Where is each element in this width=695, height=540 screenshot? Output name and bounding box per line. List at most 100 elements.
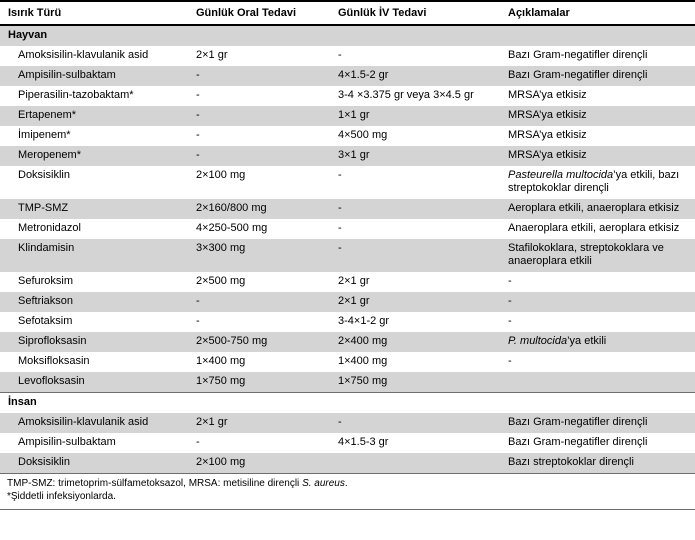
note-cell: - — [500, 292, 695, 312]
drug-name-cell: Ampisilin-sulbaktam — [0, 66, 188, 86]
iv-dose-cell: 2×1 gr — [330, 292, 500, 312]
drug-name-cell: Seftriakson — [0, 292, 188, 312]
oral-dose-cell: - — [196, 315, 200, 327]
note-italic-text: P. multocida — [508, 335, 568, 347]
note-text: - — [508, 315, 512, 327]
iv-dose-cell — [330, 453, 500, 474]
drug-name-cell: Doksisiklin — [18, 169, 70, 181]
drug-name-cell: Siprofloksasin — [0, 332, 188, 352]
oral-dose-cell: 1×400 mg — [196, 355, 246, 367]
table-row: Doksisiklin 2×100 mg Bazı streptokoklar di… — [0, 453, 695, 474]
iv-dose-cell: 2×1 gr — [338, 275, 370, 287]
oral-dose-cell: 2×1 gr — [188, 413, 330, 433]
oral-dose-cell: - — [196, 129, 200, 141]
oral-dose-cell: - — [188, 292, 330, 312]
note-italic-text: Pasteurella multocida — [508, 169, 614, 181]
note-cell: Bazı Gram-negatifler dirençli — [500, 413, 695, 433]
note-italic-text: S. aureus — [302, 478, 345, 489]
note-cell: Bazı Gram-negatifler dirençli — [500, 46, 695, 66]
oral-dose-cell: - — [188, 106, 330, 126]
antibiotic-treatment-table: Isırık Türü Günlük Oral Tedavi Günlük İV… — [0, 0, 695, 474]
note-text: Anaeroplara etkili, aeroplara etkisiz — [508, 222, 680, 234]
note-text: Bazı Gram-negatifler dirençli — [508, 436, 648, 448]
note-cell: - — [500, 352, 695, 372]
oral-dose-cell: 1×750 mg — [188, 372, 330, 393]
table-row: Metronidazol 4×250-500 mg - Anaeroplara etk… — [0, 219, 695, 239]
table-row: Klindamisin 3×300 mg - Stafilokoklara, stre… — [0, 239, 695, 272]
note-cell: - — [500, 272, 695, 292]
note-cell: Bazı streptokoklar dirençli — [500, 453, 695, 474]
column-header-bite-type: Isırık Türü — [0, 1, 188, 26]
note-cell: Bazı Gram-negatifler dirençli — [500, 433, 695, 453]
note-text: TMP-SMZ: trimetoprim-sülfametoksazol, MR… — [7, 478, 303, 489]
drug-name-cell: Klindamisin — [0, 239, 188, 272]
table-header: Isırık Türü Günlük Oral Tedavi Günlük İV… — [0, 1, 695, 26]
table-row: Levofloksasin 1×750 mg 1×750 mg — [0, 372, 695, 393]
iv-dose-cell: - — [338, 49, 342, 61]
iv-dose-cell: 1×400 mg — [338, 355, 388, 367]
note-cell: MRSA’ya etkisiz — [500, 126, 695, 146]
column-header-oral-treatment: Günlük Oral Tedavi — [188, 1, 330, 26]
drug-name-cell: Sefotaksim — [18, 315, 73, 327]
section-label: İnsan — [0, 392, 695, 413]
table-row: Sefuroksim 2×500 mg 2×1 gr - — [0, 272, 695, 292]
iv-dose-cell: 2×400 mg — [330, 332, 500, 352]
note-text: . — [344, 478, 348, 489]
footnote-line: *Şiddetli infeksiyonlarda. — [7, 491, 689, 504]
note-cell: MRSA’ya etkisiz — [500, 146, 695, 166]
iv-dose-cell: 1×1 gr — [330, 106, 500, 126]
note-cell: Stafilokoklara, streptokoklara ve anaero… — [500, 239, 695, 272]
note-text: Bazı Gram-negatifler dirençli — [508, 69, 648, 81]
table-row: Doksisiklin 2×100 mg - Pasteurella multocid… — [0, 166, 695, 199]
oral-dose-cell: 4×250-500 mg — [196, 222, 268, 234]
note-text: Bazı Gram-negatifler dirençli — [508, 416, 648, 428]
note-text: Aeroplara etkili, anaeroplara etkisiz — [508, 202, 680, 214]
note-text: - — [508, 295, 512, 307]
drug-name-cell: Meropenem* — [0, 146, 188, 166]
iv-dose-cell: 3-4×1-2 gr — [338, 315, 390, 327]
iv-dose-cell: 4×1.5-2 gr — [330, 66, 500, 86]
oral-dose-cell: 2×160/800 mg — [188, 199, 330, 219]
drug-name-cell: Piperasilin-tazobaktam* — [18, 89, 134, 101]
footnote-line: TMP-SMZ: trimetoprim-sülfametoksazol, MR… — [7, 478, 689, 491]
table-row: Ertapenem* -1×1 gr MRSA’ya etkisiz — [0, 106, 695, 126]
note-cell: MRSA’ya etkisiz — [500, 106, 695, 126]
table-header-row: Isırık Türü Günlük Oral Tedavi Günlük İV… — [0, 1, 695, 26]
table-row: Piperasilin-tazobaktam* - 3-4 ×3.375 gr ve… — [0, 86, 695, 106]
note-text: ’ya etkili, bazı streptokoklar dirençli — [508, 169, 680, 194]
table-row: TMP-SMZ 2×160/800 mg - Aeroplara etkili, an… — [0, 199, 695, 219]
section-row: İnsan — [0, 392, 695, 413]
oral-dose-cell: - — [196, 89, 200, 101]
note-text: Stafilokoklara, streptokoklara ve anaero… — [508, 242, 664, 267]
drug-name-cell: Metronidazol — [18, 222, 81, 234]
iv-dose-cell: - — [338, 222, 342, 234]
note-text: ’ya etkili — [567, 335, 607, 347]
column-header-notes: Açıklamalar — [500, 1, 695, 26]
drug-name-cell: TMP-SMZ — [0, 199, 188, 219]
oral-dose-cell: 2×100 mg — [196, 169, 246, 181]
note-text: - — [508, 355, 512, 367]
drug-name-cell: Ertapenem* — [0, 106, 188, 126]
note-text: MRSA’ya etkisiz — [508, 109, 587, 121]
note-cell: - — [500, 312, 695, 332]
table-row: İmipenem* - 4×500 mg MRSA’ya etkisiz — [0, 126, 695, 146]
iv-dose-cell: - — [330, 239, 500, 272]
iv-dose-cell: - — [330, 199, 500, 219]
table-row: Amoksisilin-klavulanik asid 2×1 gr - Bazı G… — [0, 413, 695, 433]
table-row: Sefotaksim - 3-4×1-2 gr - — [0, 312, 695, 332]
oral-dose-cell: 2×500-750 mg — [188, 332, 330, 352]
drug-name-cell: Amoksisilin-klavulanik asid — [0, 413, 188, 433]
table-row: Meropenem* -3×1 gr MRSA’ya etkisiz — [0, 146, 695, 166]
note-cell: Anaeroplara etkili, aeroplara etkisiz — [500, 219, 695, 239]
section-label: Hayvan — [0, 25, 695, 46]
drug-name-cell: Moksifloksasin — [18, 355, 90, 367]
note-cell — [500, 372, 695, 393]
iv-dose-cell: 3-4 ×3.375 gr veya 3×4.5 gr — [338, 89, 474, 101]
column-header-iv-treatment: Günlük İV Tedavi — [330, 1, 500, 26]
table-body: Hayvan Amoksisilin-klavulanik asid 2×1 gr -… — [0, 25, 695, 474]
table-row: Moksifloksasin 1×400 mg 1×400 mg - — [0, 352, 695, 372]
oral-dose-cell: 3×300 mg — [188, 239, 330, 272]
oral-dose-cell: 2×500 mg — [196, 275, 246, 287]
section-row: Hayvan — [0, 25, 695, 46]
